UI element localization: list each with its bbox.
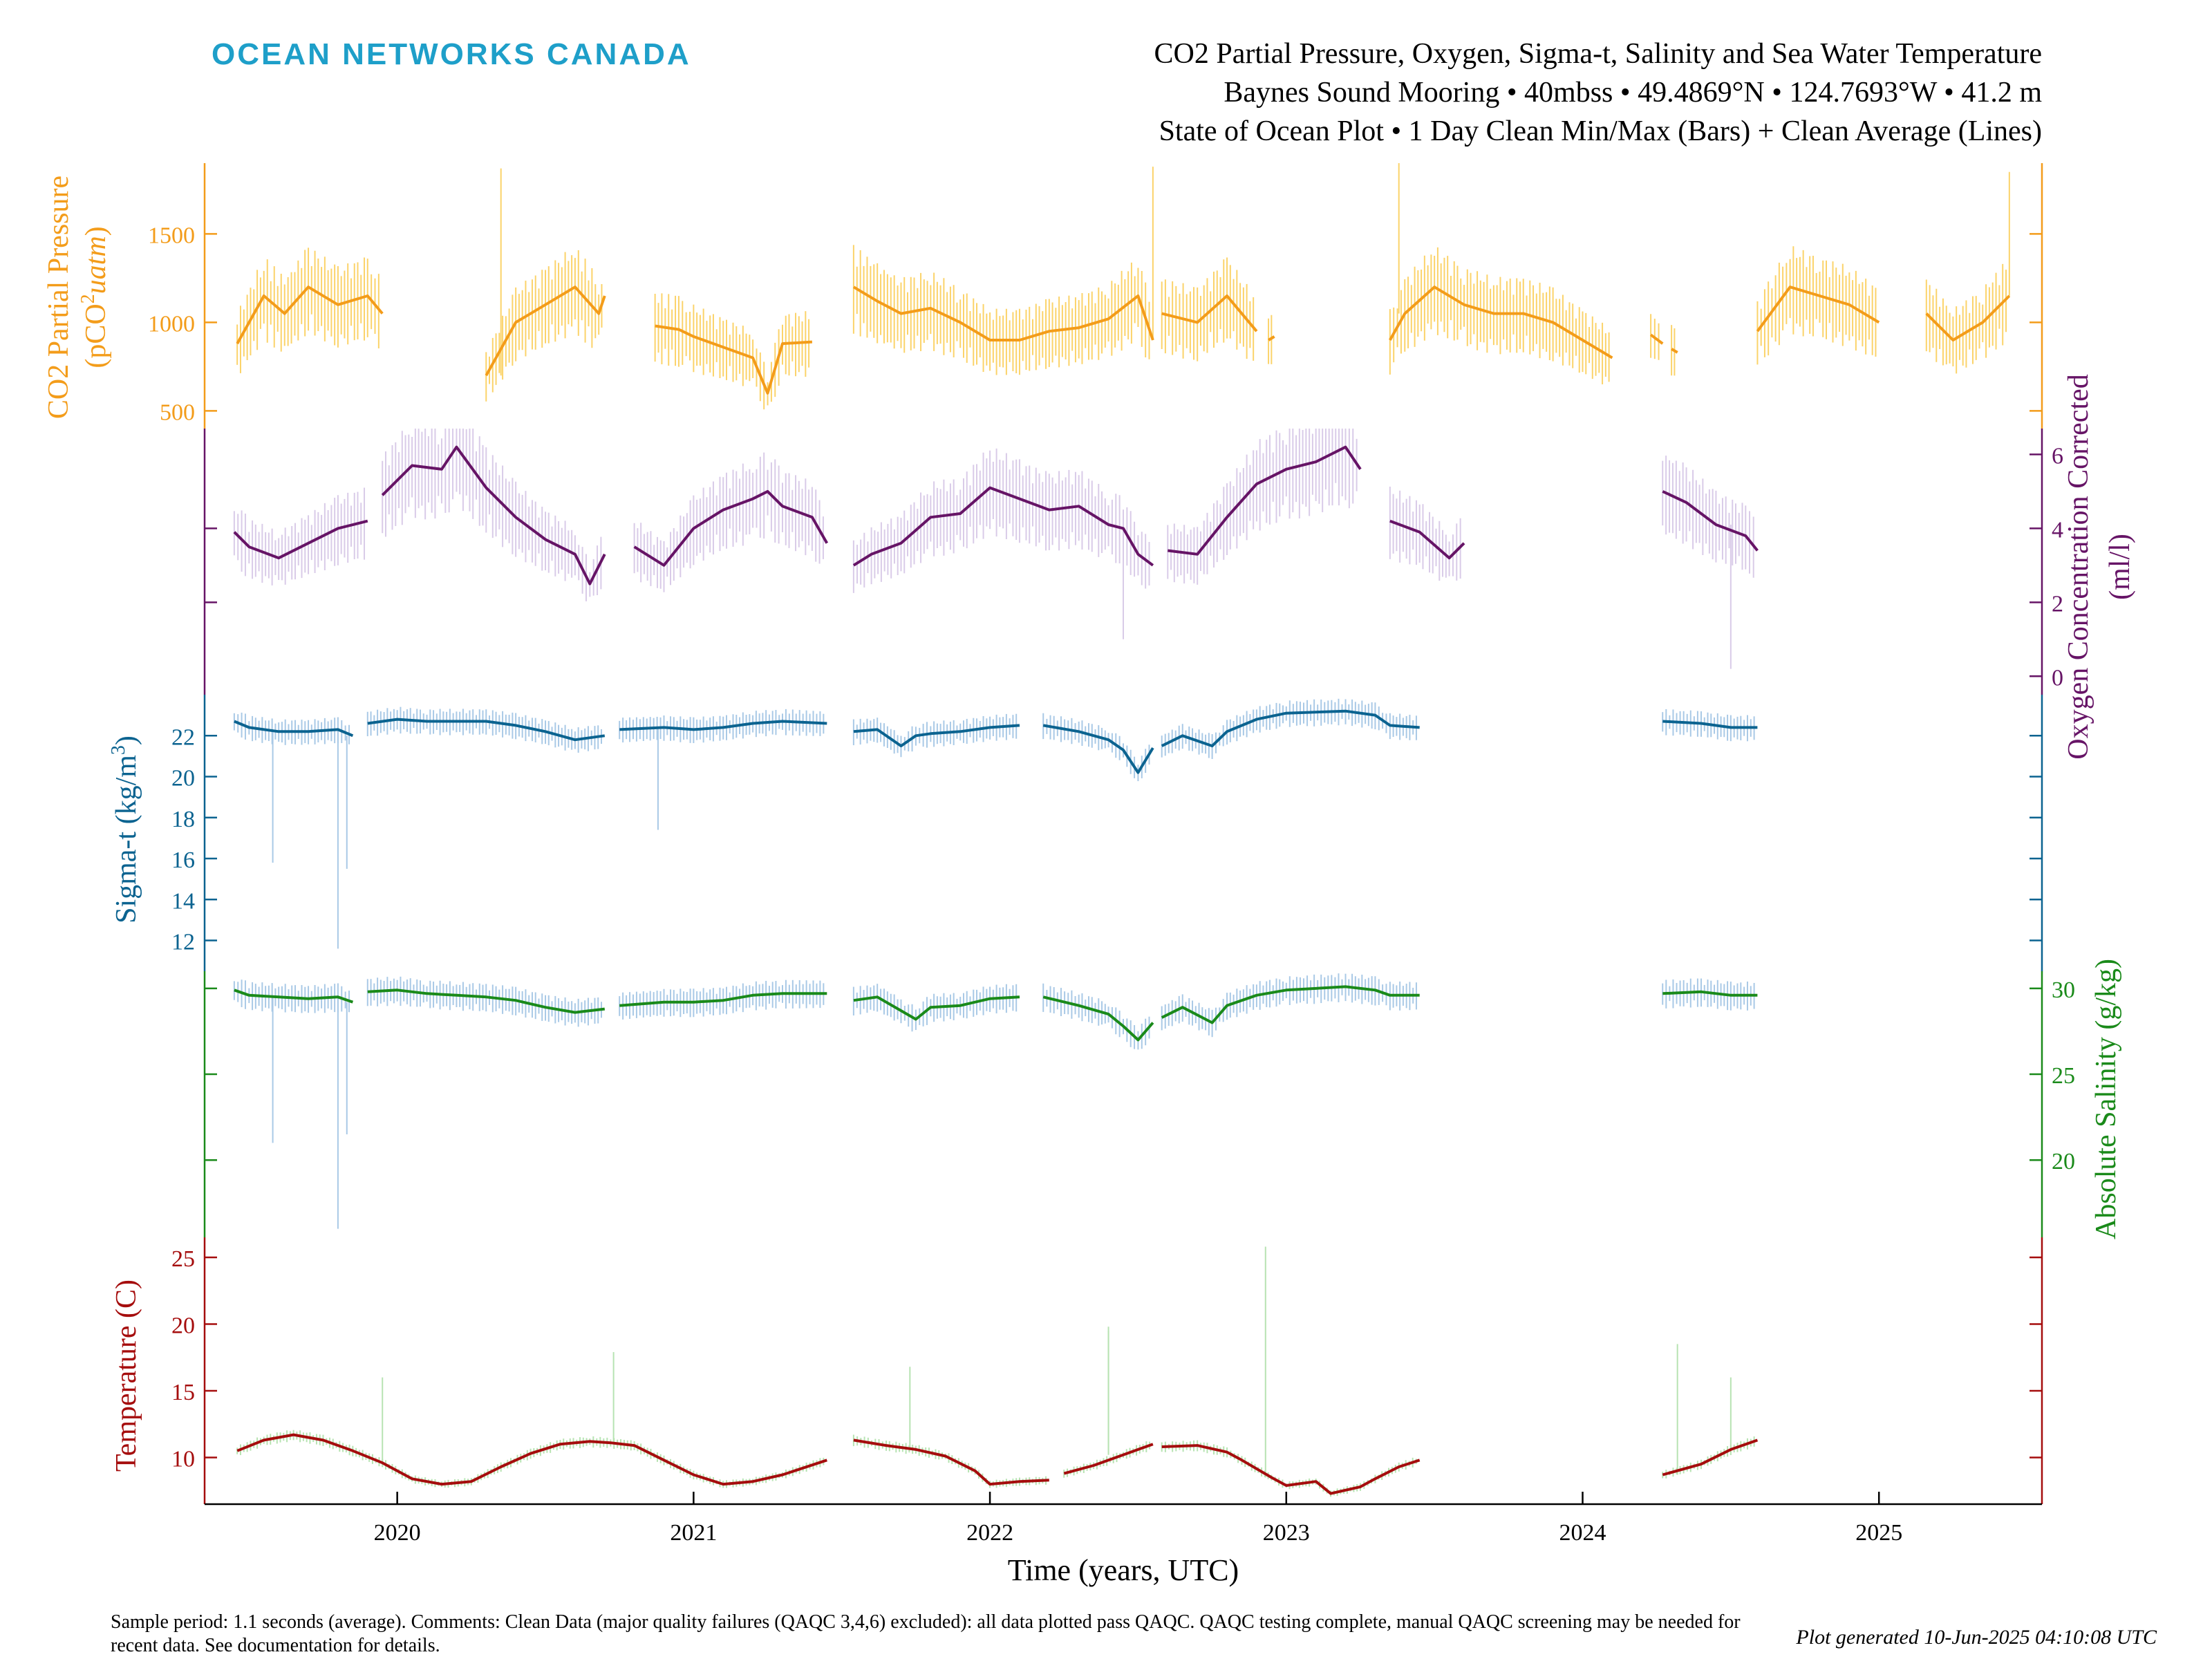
chart-subtitle-plot-type: State of Ocean Plot • 1 Day Clean Min/Ma…	[1159, 115, 2042, 147]
salinity-minmax-bars	[233, 973, 1755, 1229]
co2-panel	[236, 163, 2011, 410]
sigma_t-y-tick-label: 16	[171, 847, 195, 873]
co2-y-tick-label: 1000	[148, 311, 195, 337]
panels-group	[233, 163, 2011, 1497]
oxygen-y-tick-label: 0	[2052, 665, 2063, 691]
sigma_t-y-tick-label: 18	[171, 807, 195, 832]
x-tick-label: 2024	[1559, 1520, 1606, 1546]
oxygen-y-tick-label: 6	[2052, 443, 2063, 469]
sigma_t-y-tick-label: 20	[171, 766, 195, 791]
sigma_t-y-tick-label: 12	[171, 930, 195, 955]
oxygen-panel	[233, 429, 1759, 669]
temperature-y-tick-label: 15	[171, 1380, 195, 1405]
temperature-panel	[236, 1246, 1759, 1497]
sigma_t-panel	[233, 698, 1758, 949]
chart-title: CO2 Partial Pressure, Oxygen, Sigma-t, S…	[1154, 38, 2042, 70]
labels-group: Time (years, UTC) CO2 Partial Pressure (pC…	[43, 176, 2136, 1587]
temperature-average-line	[236, 1433, 1759, 1495]
plot-generated-timestamp: Plot generated 10-Jun-2025 04:10:08 UTC	[1796, 1626, 2157, 1649]
sigma_t-y-tick-label: 14	[171, 888, 195, 914]
x-tick-label: 2023	[1263, 1520, 1310, 1546]
co2-y-tick-label: 1500	[148, 223, 195, 248]
co2-y-axis-title-line2: (pCO2uatm)	[77, 226, 112, 368]
salinity-y-tick-label: 25	[2052, 1063, 2075, 1089]
co2-average-line	[236, 285, 2011, 395]
temperature-y-tick-label: 20	[171, 1313, 195, 1338]
co2-y-tick-label: 500	[160, 400, 195, 425]
oxygen-y-axis-title-line1: Oxygen Concentration Corrected	[2063, 374, 2094, 759]
temperature-minmax-bars	[236, 1246, 1755, 1497]
sigma-t-y-axis-title: Sigma-t (kg/m3)	[108, 735, 142, 924]
oxygen-y-tick-label: 4	[2052, 517, 2063, 543]
temperature-y-axis-title: Temperature (C)	[111, 1280, 142, 1472]
co2-y-axis-title-line1: CO2 Partial Pressure	[43, 176, 75, 419]
chart-subtitle-location: Baynes Sound Mooring • 40mbss • 49.4869°…	[1224, 77, 2042, 109]
axes-group: 5001000150002461214161820222025301015202…	[148, 163, 2075, 1546]
oxygen-y-tick-label: 2	[2052, 591, 2063, 617]
salinity-y-tick-label: 20	[2052, 1149, 2075, 1174]
oxygen-average-line	[233, 445, 1759, 585]
ocean-networks-canada-logo: OCEAN NETWORKS CANADA	[212, 37, 691, 71]
salinity-panel	[233, 973, 1758, 1229]
sigma_t-average-line	[234, 709, 1758, 774]
sigma_t-minmax-bars	[233, 698, 1755, 949]
x-tick-label: 2025	[1855, 1520, 1902, 1546]
x-tick-label: 2022	[966, 1520, 1013, 1546]
oxygen-y-axis-title-line2: (ml/l)	[2104, 534, 2136, 600]
sigma_t-y-tick-label: 22	[171, 724, 195, 750]
footer-comments: Sample period: 1.1 seconds (average). Co…	[111, 1611, 1741, 1656]
salinity-y-tick-label: 30	[2052, 977, 2075, 1003]
x-tick-label: 2020	[374, 1520, 421, 1546]
oxygen-minmax-bars	[233, 429, 1754, 669]
salinity-y-axis-title: Absolute Salinity (g/kg)	[2090, 959, 2122, 1239]
temperature-y-tick-label: 10	[171, 1446, 195, 1472]
x-axis-title: Time (years, UTC)	[1008, 1553, 1239, 1587]
co2-minmax-bars	[236, 163, 2010, 410]
temperature-y-tick-label: 25	[171, 1246, 195, 1272]
x-tick-label: 2021	[670, 1520, 717, 1546]
salinity-average-line	[234, 985, 1758, 1042]
